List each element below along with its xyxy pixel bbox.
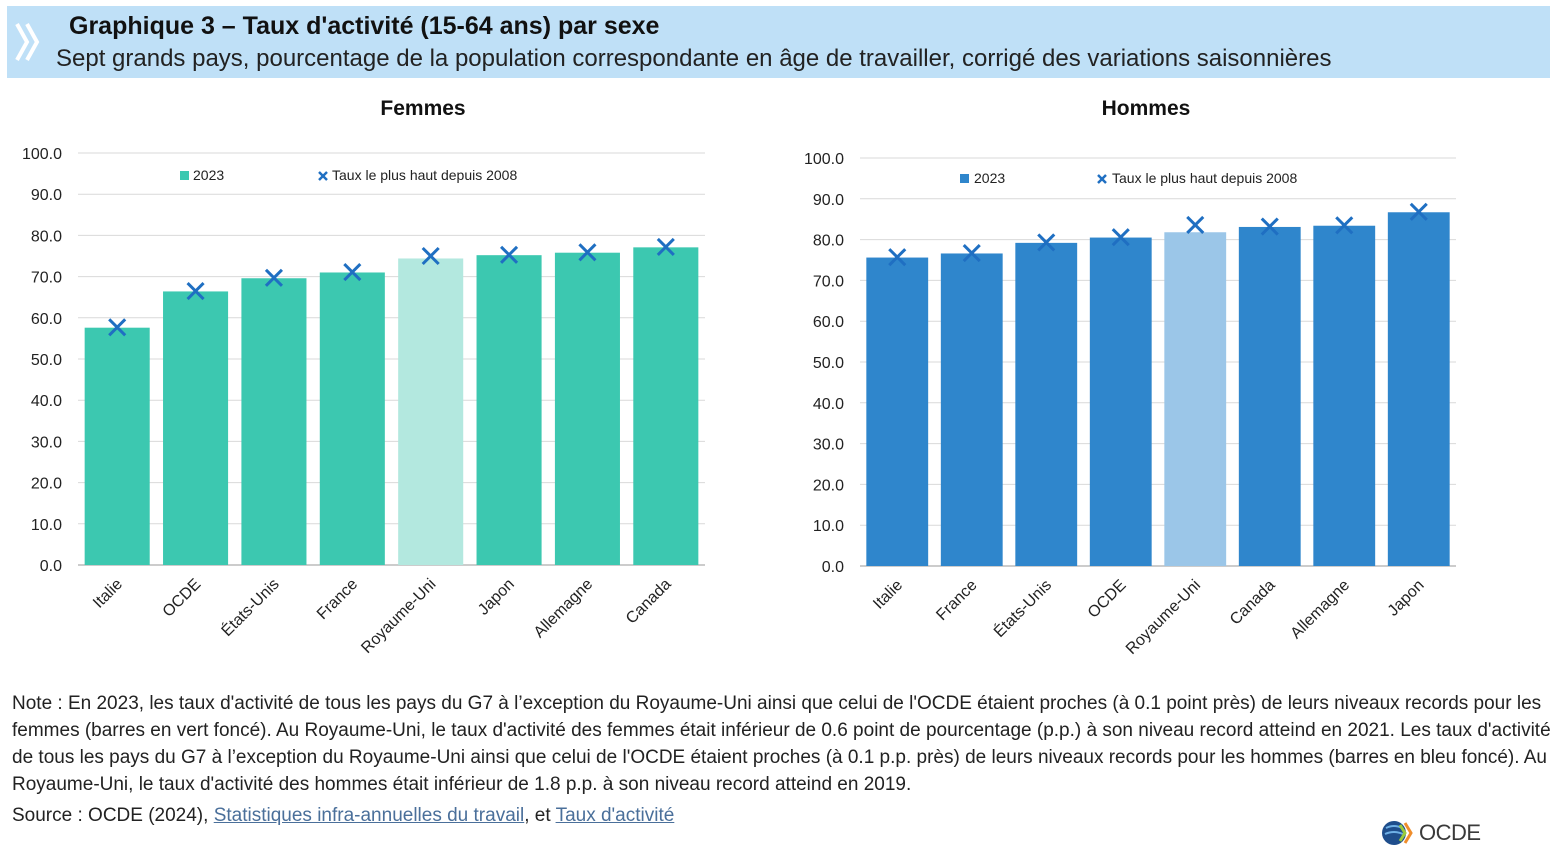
bar-8: [633, 247, 699, 565]
legend-marker-icon: [318, 171, 328, 181]
y-tick-label: 80.0: [813, 233, 844, 250]
x-tick-label: Canada: [623, 576, 675, 628]
legend-swatch: [960, 174, 969, 183]
y-tick-label: 30.0: [813, 437, 844, 454]
y-tick-label: 50.0: [31, 352, 62, 369]
x-tick-label: Allemagne: [531, 576, 597, 642]
marker-x-7: [1335, 216, 1354, 235]
marker-x-1: [888, 248, 907, 267]
header-banner: Graphique 3 – Taux d'activité (15-64 ans…: [7, 6, 1550, 78]
x-tick-label: Italie: [90, 576, 126, 612]
x-tick-label: OCDE: [1085, 577, 1130, 622]
marker-x-3: [264, 268, 283, 287]
y-tick-label: 20.0: [813, 477, 844, 494]
chart-note: Note : En 2023, les taux d'activité de t…: [12, 693, 1551, 795]
y-tick-label: 50.0: [813, 355, 844, 372]
bar-2: [940, 253, 1003, 567]
bar-4: [1089, 237, 1152, 566]
marker-x-8: [1409, 202, 1428, 221]
source-line: Source : OCDE (2024), Statistiques infra…: [12, 805, 674, 827]
marker-x-4: [343, 263, 362, 282]
y-tick-label: 10.0: [813, 518, 844, 535]
source-link-taux[interactable]: Taux d'activité: [555, 805, 675, 826]
y-tick-label: 20.0: [31, 476, 62, 493]
y-tick-label: 0.0: [40, 558, 62, 575]
marker-x-3: [1037, 233, 1056, 252]
y-tick-label: 80.0: [31, 228, 62, 245]
y-tick-label: 40.0: [31, 393, 62, 410]
bar-5: [398, 258, 464, 565]
bar-2: [163, 291, 229, 565]
y-tick-label: 100.0: [22, 146, 62, 163]
chart-title: Femmes: [380, 97, 465, 120]
ocde-globe-icon: [1382, 821, 1413, 845]
ocde-logo-text: OCDE: [1419, 820, 1481, 845]
bar-3: [241, 278, 307, 565]
y-tick-label: 40.0: [813, 396, 844, 413]
marker-x-5: [421, 246, 440, 266]
chevron-double-icon: [15, 23, 40, 61]
legend-label: 2023: [974, 170, 1005, 186]
page-title: Graphique 3 – Taux d'activité (15-64 ans…: [69, 12, 660, 40]
marker-x-6: [500, 245, 519, 264]
bar-5: [1164, 232, 1227, 567]
bar-1: [84, 327, 150, 565]
y-tick-label: 70.0: [31, 270, 62, 287]
x-tick-label: Royaume-Uni: [1123, 577, 1204, 658]
source-prefix: Source : OCDE (2024),: [12, 805, 214, 826]
y-tick-label: 10.0: [31, 517, 62, 534]
marker-x-2: [186, 281, 205, 301]
ocde-logo: OCDE: [1381, 818, 1481, 848]
bar-1: [866, 257, 929, 566]
legend-label: Taux le plus haut depuis 2008: [332, 167, 517, 183]
bar-7: [1313, 225, 1376, 566]
legend-label: 2023: [193, 167, 224, 183]
y-tick-label: 90.0: [31, 187, 62, 204]
x-tick-label: France: [314, 576, 361, 623]
x-tick-label: Allemagne: [1288, 577, 1354, 643]
x-tick-label: France: [933, 577, 980, 624]
y-tick-label: 90.0: [813, 192, 844, 209]
chart-title: Hommes: [1102, 97, 1191, 120]
bar-4: [319, 272, 385, 565]
marker-x-8: [656, 237, 675, 256]
legend-swatch: [180, 171, 189, 180]
bar-6: [1238, 226, 1301, 566]
bar-6: [476, 255, 542, 565]
marker-x-2: [962, 244, 981, 263]
marker-x-6: [1260, 217, 1279, 236]
y-tick-label: 30.0: [31, 434, 62, 451]
x-tick-label: Japon: [475, 576, 518, 619]
x-tick-label: Canada: [1227, 577, 1279, 629]
y-tick-label: 0.0: [822, 559, 844, 576]
legend-marker-icon: [1097, 174, 1107, 184]
marker-x-4: [1111, 228, 1130, 247]
bar-7: [554, 252, 620, 566]
x-tick-label: États-Unis: [989, 575, 1055, 641]
y-tick-label: 70.0: [813, 273, 844, 290]
y-tick-label: 60.0: [31, 311, 62, 328]
x-tick-label: OCDE: [160, 576, 205, 621]
x-tick-label: Japon: [1385, 577, 1428, 620]
x-tick-label: Royaume-Uni: [358, 576, 439, 657]
marker-x-5: [1186, 215, 1205, 234]
legend-label: Taux le plus haut depuis 2008: [1112, 170, 1297, 186]
chart-femmes: Femmes 0.0 10.0 20.0 30.0 40.0 50.0 60.0 70.0 80.…: [22, 97, 705, 657]
marker-x-1: [108, 318, 127, 337]
page-subtitle: Sept grands pays, pourcentage de la popu…: [56, 45, 1332, 72]
x-tick-label: États-Unis: [217, 574, 283, 640]
bar-8: [1387, 212, 1450, 566]
x-tick-label: Italie: [870, 577, 906, 613]
y-tick-label: 100.0: [804, 151, 844, 168]
y-tick-label: 60.0: [813, 314, 844, 331]
source-link-statistiques[interactable]: Statistiques infra-annuelles du travail: [213, 805, 525, 826]
source-mid: , et: [524, 805, 556, 826]
bar-3: [1015, 242, 1078, 566]
chart-hommes: Hommes 0.0 10.0 20.0 30.0 40.0 50.0 60.0 70.0 80.…: [804, 97, 1456, 658]
marker-x-7: [578, 243, 597, 262]
